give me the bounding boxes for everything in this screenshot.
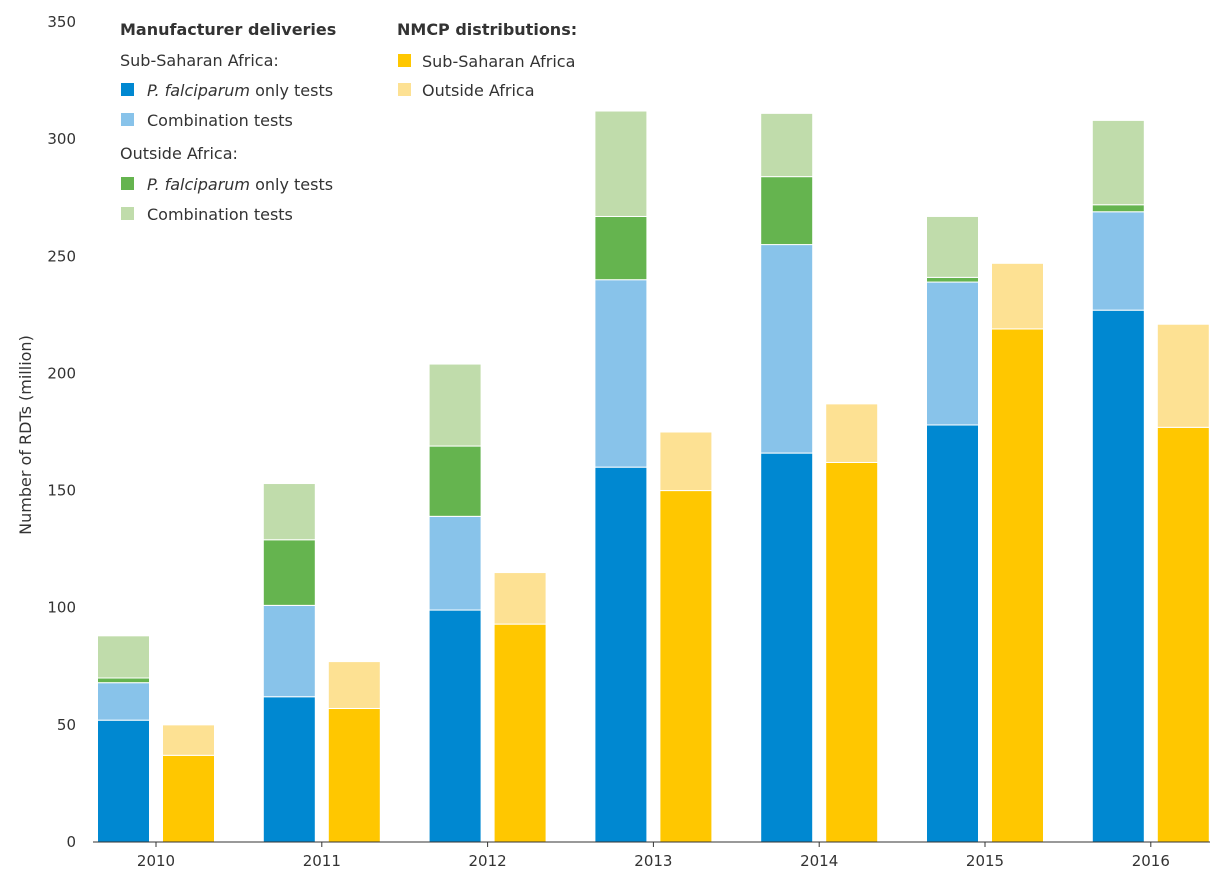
- bar-manufacturer-deliveries-sub-saharan-africa-p-falciparum-only-tests-2016: [1091, 309, 1145, 843]
- legend-subheading-outside: Outside Africa:: [120, 144, 238, 163]
- legend-swatch-nmcp-ssa: [398, 54, 411, 67]
- legend-label-ssa-combination: Combination tests: [147, 111, 293, 130]
- y-tick-label: 100: [47, 599, 76, 617]
- x-tick-label-2016: 2016: [1132, 852, 1170, 870]
- bar-nmcp-distributions-sub-saharan-africa-2016: [1156, 426, 1210, 843]
- bar-manufacturer-deliveries-outside-africa-combination-tests-2015: [926, 215, 979, 278]
- y-tick-label: 50: [57, 716, 76, 734]
- legend-label-outside-pf: P. falciparum only tests: [147, 175, 333, 194]
- bar-manufacturer-deliveries-sub-saharan-africa-p-falciparum-only-tests-2013: [594, 466, 648, 843]
- bar-manufacturer-deliveries-sub-saharan-africa-combination-tests-2011: [262, 604, 316, 698]
- legend-swatch-outside-combination: [121, 207, 134, 220]
- legend-swatch-outside-pf: [121, 177, 134, 190]
- bar-manufacturer-deliveries-sub-saharan-africa-p-falciparum-only-tests-2012: [428, 609, 482, 843]
- x-tick-label-2010: 2010: [137, 852, 175, 870]
- legend-subheading-ssa: Sub-Saharan Africa:: [120, 51, 279, 70]
- bar-nmcp-distributions-outside-africa-2016: [1156, 323, 1210, 428]
- bar-manufacturer-deliveries-outside-africa-p-falciparum-only-tests-2013: [594, 215, 648, 281]
- bar-nmcp-distributions-outside-africa-2012: [493, 572, 547, 625]
- bar-manufacturer-deliveries-sub-saharan-africa-combination-tests-2013: [594, 279, 648, 468]
- bar-nmcp-distributions-outside-africa-2015: [991, 262, 1044, 330]
- bar-nmcp-distributions-sub-saharan-africa-2014: [825, 461, 879, 843]
- bar-manufacturer-deliveries-outside-africa-combination-tests-2010: [97, 635, 150, 679]
- bar-manufacturer-deliveries-sub-saharan-africa-combination-tests-2012: [428, 515, 482, 611]
- x-tick-label-2013: 2013: [634, 852, 672, 870]
- bar-manufacturer-deliveries-sub-saharan-africa-combination-tests-2014: [760, 244, 814, 454]
- legend-heading-nmcp: NMCP distributions:: [397, 20, 577, 39]
- bar-manufacturer-deliveries-sub-saharan-africa-p-falciparum-only-tests-2010: [97, 719, 150, 843]
- legend-label-ssa-pf: P. falciparum only tests: [147, 81, 333, 100]
- bar-manufacturer-deliveries-outside-africa-combination-tests-2013: [594, 110, 648, 217]
- bar-manufacturer-deliveries-sub-saharan-africa-combination-tests-2010: [97, 682, 150, 721]
- bar-manufacturer-deliveries-outside-africa-p-falciparum-only-tests-2012: [428, 445, 482, 517]
- bar-manufacturer-deliveries-outside-africa-combination-tests-2011: [262, 483, 316, 541]
- y-axis-ticks: 0 50 100 150 200 250 300 350: [47, 13, 76, 851]
- bar-manufacturer-deliveries-outside-africa-combination-tests-2016: [1091, 119, 1145, 206]
- bar-manufacturer-deliveries-sub-saharan-africa-p-falciparum-only-tests-2015: [926, 424, 979, 843]
- y-tick-label: 0: [66, 833, 76, 851]
- y-axis-title: Number of RDTs (million): [16, 335, 35, 535]
- bar-manufacturer-deliveries-outside-africa-combination-tests-2012: [428, 363, 482, 447]
- bar-manufacturer-deliveries-sub-saharan-africa-combination-tests-2016: [1091, 211, 1145, 311]
- bar-manufacturer-deliveries-outside-africa-p-falciparum-only-tests-2015: [926, 276, 979, 283]
- y-tick-label: 250: [47, 247, 76, 265]
- bar-nmcp-distributions-sub-saharan-africa-2012: [493, 623, 547, 843]
- x-tick-label-2011: 2011: [303, 852, 341, 870]
- legend-swatch-ssa-combination: [121, 113, 134, 126]
- bar-nmcp-distributions-outside-africa-2010: [162, 724, 215, 756]
- bar-nmcp-distributions-outside-africa-2013: [659, 431, 713, 492]
- y-tick-label: 350: [47, 13, 76, 31]
- bar-nmcp-distributions-outside-africa-2014: [825, 403, 879, 463]
- legend: Manufacturer deliveries Sub-Saharan Afri…: [120, 20, 577, 224]
- bar-manufacturer-deliveries-outside-africa-p-falciparum-only-tests-2010: [97, 677, 150, 684]
- x-tick-label-2012: 2012: [469, 852, 507, 870]
- legend-heading-manufacturer: Manufacturer deliveries: [120, 20, 336, 39]
- legend-label-outside-combination: Combination tests: [147, 205, 293, 224]
- bar-manufacturer-deliveries-outside-africa-combination-tests-2014: [760, 112, 814, 178]
- x-tick-label-2014: 2014: [800, 852, 838, 870]
- legend-label-nmcp-ssa: Sub-Saharan Africa: [422, 52, 575, 71]
- y-tick-label: 150: [47, 482, 76, 500]
- bar-nmcp-distributions-outside-africa-2011: [327, 661, 381, 709]
- bar-manufacturer-deliveries-sub-saharan-africa-p-falciparum-only-tests-2011: [262, 696, 316, 843]
- bar-nmcp-distributions-sub-saharan-africa-2010: [162, 754, 215, 843]
- legend-swatch-nmcp-outside: [398, 83, 411, 96]
- bar-manufacturer-deliveries-sub-saharan-africa-combination-tests-2015: [926, 281, 979, 426]
- bar-nmcp-distributions-sub-saharan-africa-2013: [659, 490, 713, 843]
- x-axis-ticks: 2010 2011 2012 2013 2014 2015 2016: [137, 842, 1170, 870]
- bar-manufacturer-deliveries-outside-africa-p-falciparum-only-tests-2014: [760, 176, 814, 246]
- legend-swatch-ssa-pf: [121, 83, 134, 96]
- y-tick-label: 300: [47, 130, 76, 148]
- bar-manufacturer-deliveries-outside-africa-p-falciparum-only-tests-2011: [262, 539, 316, 606]
- legend-label-nmcp-outside: Outside Africa: [422, 81, 535, 100]
- bar-manufacturer-deliveries-outside-africa-p-falciparum-only-tests-2016: [1091, 204, 1145, 213]
- bar-nmcp-distributions-sub-saharan-africa-2015: [991, 328, 1044, 843]
- bar-manufacturer-deliveries-sub-saharan-africa-p-falciparum-only-tests-2014: [760, 452, 814, 843]
- y-tick-label: 200: [47, 364, 76, 382]
- bar-nmcp-distributions-sub-saharan-africa-2011: [327, 707, 381, 843]
- x-tick-label-2015: 2015: [966, 852, 1004, 870]
- bars: [97, 110, 1210, 843]
